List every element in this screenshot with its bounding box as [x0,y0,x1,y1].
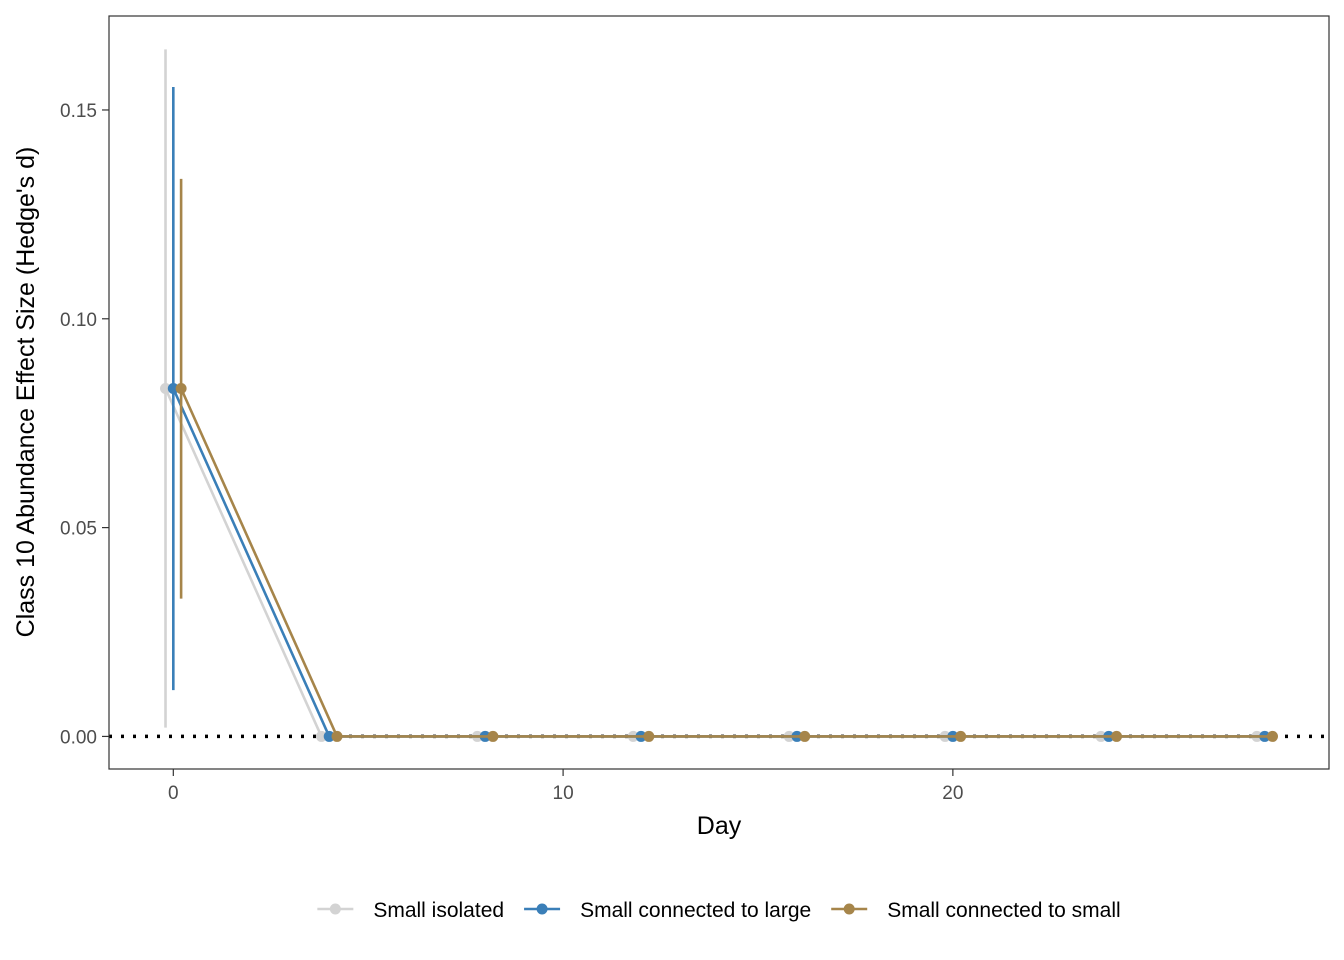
y-tick-label: 0.00 [60,727,97,748]
series-3 [175,178,1278,742]
plot-panel-border [108,15,1330,770]
y-axis-title: Class 10 Abundance Effect Size (Hedge's … [12,147,40,638]
plot-marks [109,49,1329,742]
data-point [323,730,335,742]
series-line [179,387,1273,738]
legend-key-point [329,903,341,915]
x-axis-title: Day [697,812,742,840]
x-tick-label: 10 [553,783,574,804]
x-tick-label: 20 [942,783,963,804]
data-point [1266,730,1278,742]
legend-key-point [843,903,855,915]
legend-label: Small connected to large [580,899,811,922]
x-tick-label: 0 [168,783,179,804]
data-point [1111,730,1123,742]
legend-item-3: Small connected to small [831,899,1121,922]
data-point [487,730,499,742]
legend-label: Small isolated [373,899,504,922]
data-point [955,730,967,742]
legend-key-point [536,903,548,915]
legend-item-1: Small isolated [317,899,504,922]
y-tick-label: 0.15 [60,101,97,122]
y-axis: 0.00 0.05 0.10 0.15 [60,101,109,748]
data-point [315,730,327,742]
data-point [799,730,811,742]
legend-label: Small connected to small [887,899,1120,922]
y-tick-label: 0.10 [60,310,97,331]
data-point [331,730,343,742]
legend: Small isolated Small connected to large Sm… [317,899,1121,922]
data-point [175,383,187,395]
legend-item-2: Small connected to large [524,899,811,922]
x-axis: 0 10 20 [168,769,963,804]
data-point [160,383,172,395]
y-tick-label: 0.05 [60,519,97,540]
data-point [167,383,179,395]
data-point [643,730,655,742]
